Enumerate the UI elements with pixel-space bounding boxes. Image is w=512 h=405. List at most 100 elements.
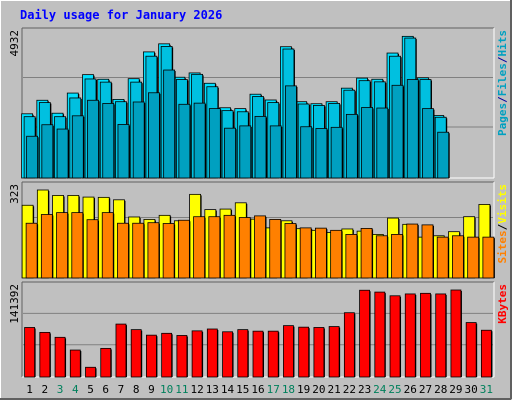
bar-sites [162,223,175,279]
bar-pages [87,99,99,179]
day-label: 25 [388,383,401,396]
bar-sites [482,236,495,279]
bar-pages [285,85,297,179]
bar-pages [376,107,389,179]
bar-pages [132,101,145,179]
bar-pages [361,107,373,179]
day-label: 23 [358,383,371,396]
ymax-label: 141392 [8,284,21,324]
day-label: 15 [236,383,249,396]
day-label: 5 [87,383,94,396]
bar-pages [345,113,358,179]
bar-sites [56,212,68,279]
bar-sites [299,227,312,279]
bar-kbytes [161,332,173,378]
legend-part: Files [496,63,509,96]
bar-pages [315,128,328,179]
bar-kbytes [313,327,325,378]
day-label: 21 [328,383,341,396]
legend-label: Sites/Visits [496,184,509,264]
bar-kbytes [343,312,355,378]
bar-sites [421,224,434,279]
day-label: 19 [297,383,310,396]
bar-kbytes [146,334,157,378]
bar-kbytes [404,293,416,378]
bar-pages [239,125,252,179]
bar-kbytes [176,335,188,378]
bar-kbytes [480,329,492,378]
bar-sites [391,234,403,279]
bar-sites [406,223,419,279]
day-label: 2 [42,383,49,396]
day-label: 28 [434,383,447,396]
legend-part: / [496,96,509,103]
bar-sites [86,219,99,279]
bar-pages [117,124,130,179]
bar-sites [375,235,388,279]
day-label: 10 [160,383,173,396]
legend-part: / [496,56,509,63]
bar-kbytes [465,322,477,378]
bar-sites [315,227,327,279]
day-label: 8 [133,383,140,396]
bar-sites [132,222,145,279]
day-label: 4 [72,383,79,396]
bar-kbytes [24,327,36,378]
bar-pages [269,125,282,179]
bar-pages [224,127,236,179]
bar-pages [300,126,313,179]
bar-kbytes [100,347,112,378]
bar-pages [193,102,206,179]
day-label: 26 [404,383,417,396]
chart-title: Daily usage for January 2026 [20,8,222,22]
bar-sites [238,217,251,279]
bar-pages [178,103,191,179]
bar-sites [208,216,221,279]
bar-kbytes [54,336,66,378]
day-label: 1 [26,383,33,396]
bar-sites [330,229,343,279]
ymax-label: 4932 [8,30,21,57]
bar-pages [391,84,404,179]
bar-pages [56,128,69,179]
bar-kbytes [237,329,249,378]
legend-part: / [496,223,509,230]
day-label: 18 [282,383,295,396]
bar-kbytes [85,366,96,378]
bar-kbytes [283,325,294,378]
day-label: 27 [419,383,432,396]
legend-part: KBytes [496,284,509,324]
bar-kbytes [222,331,233,378]
bar-kbytes [39,331,51,378]
bar-pages [254,115,267,179]
bar-sites [147,222,160,279]
bar-kbytes [374,291,386,378]
legend-part: Pages [496,103,509,136]
legend-label: KBytes [496,284,509,324]
bar-sites [177,219,190,279]
bar-kbytes [298,326,310,378]
bar-sites [436,236,449,279]
bar-kbytes [420,292,431,378]
day-label: 16 [251,383,264,396]
day-label: 13 [206,383,219,396]
bar-sites [345,234,358,279]
bar-kbytes [359,289,370,378]
bar-sites [40,214,53,279]
bar-sites [452,235,464,279]
bar-kbytes [450,289,462,378]
ymax-label: 323 [8,184,21,204]
day-label: 22 [343,383,356,396]
bar-kbytes [191,330,203,378]
bar-sites [101,212,114,279]
bar-kbytes [69,349,81,378]
legend-label: Pages/Files/Hits [496,30,509,136]
bar-pages [26,135,39,179]
bar-kbytes [206,328,218,378]
day-label: 7 [118,383,125,396]
bar-kbytes [252,330,264,378]
bar-kbytes [130,329,142,378]
bar-sites [254,215,266,279]
